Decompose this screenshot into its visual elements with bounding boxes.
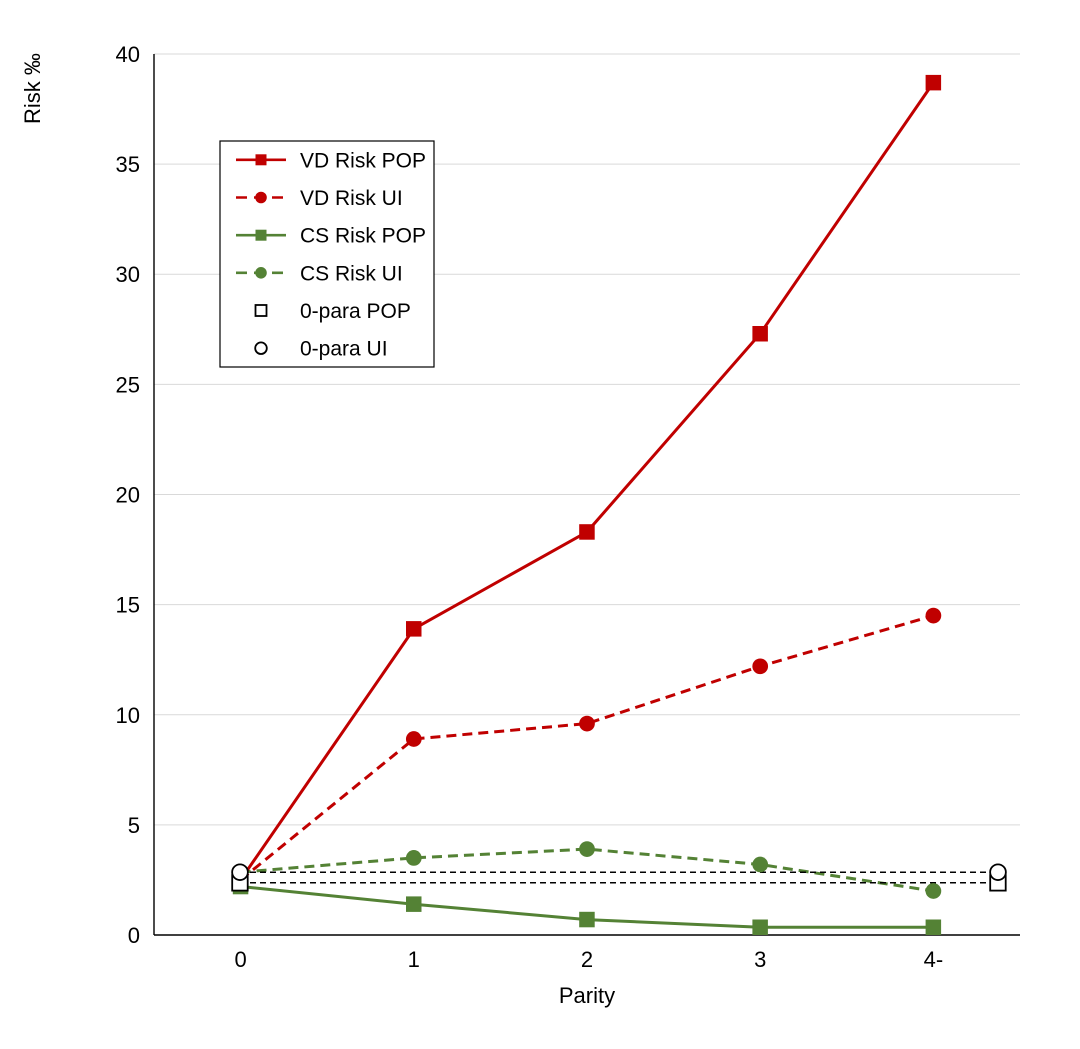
svg-text:VD Risk POP: VD Risk POP: [300, 149, 426, 172]
svg-text:0: 0: [128, 923, 140, 948]
svg-text:30: 30: [116, 262, 140, 287]
svg-text:2: 2: [581, 947, 593, 972]
svg-text:25: 25: [116, 372, 140, 397]
svg-text:0-para POP: 0-para POP: [300, 300, 411, 323]
svg-text:20: 20: [116, 483, 140, 508]
svg-text:15: 15: [116, 593, 140, 618]
svg-text:1: 1: [408, 947, 420, 972]
svg-text:40: 40: [116, 42, 140, 67]
svg-text:VD Risk UI: VD Risk UI: [300, 187, 403, 210]
svg-text:3: 3: [754, 947, 766, 972]
svg-text:0: 0: [234, 947, 246, 972]
svg-text:Parity: Parity: [559, 983, 615, 1008]
svg-text:35: 35: [116, 152, 140, 177]
svg-text:CS Risk UI: CS Risk UI: [300, 262, 403, 285]
svg-text:CS Risk POP: CS Risk POP: [300, 225, 426, 248]
svg-text:4-: 4-: [924, 947, 944, 972]
svg-text:0-para UI: 0-para UI: [300, 338, 388, 361]
svg-text:5: 5: [128, 813, 140, 838]
svg-text:10: 10: [116, 703, 140, 728]
